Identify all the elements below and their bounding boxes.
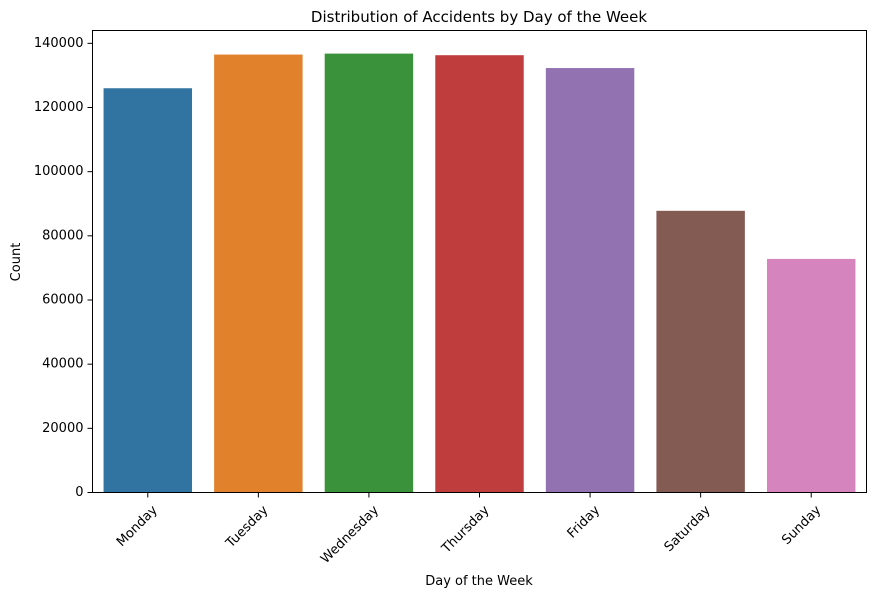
x-tick-label: Monday [114, 503, 161, 550]
bars-layer [103, 53, 856, 493]
x-tick-label: Wednesday [318, 503, 382, 567]
y-tick-label: 140000 [34, 36, 84, 51]
y-tick-label: 20000 [42, 421, 83, 436]
bar-thursday [435, 55, 524, 493]
x-axis-ticks: Monday Tuesday Wednesday Thursday Friday Satu… [114, 492, 824, 567]
y-tick-label: 120000 [34, 100, 84, 115]
plot-frame [92, 30, 867, 493]
y-tick-label: 80000 [42, 228, 83, 243]
y-axis-label: Count [9, 243, 24, 282]
chart-title: Distribution of Accidents by Day of the … [311, 8, 647, 26]
x-tick-label: Sunday [779, 503, 824, 548]
bar-friday [545, 68, 635, 493]
bar-saturday [656, 210, 745, 493]
bar-monday [103, 88, 193, 493]
x-tick-label: Friday [565, 503, 604, 542]
y-tick-label: 40000 [42, 357, 83, 372]
y-tick-label: 100000 [34, 164, 84, 179]
y-tick-label: 60000 [42, 293, 83, 308]
x-axis-label: Day of the Week [425, 574, 533, 589]
bar-sunday [766, 258, 856, 493]
y-axis-ticks: 0 20000 40000 60000 80000 100000 120000 140000 [34, 36, 93, 500]
bar-wednesday [324, 53, 414, 493]
x-tick-label: Saturday [662, 503, 714, 555]
x-tick-label: Thursday [438, 503, 492, 557]
x-tick-label: Tuesday [223, 503, 272, 552]
y-tick-label: 0 [75, 485, 83, 500]
bar-tuesday [214, 54, 303, 493]
